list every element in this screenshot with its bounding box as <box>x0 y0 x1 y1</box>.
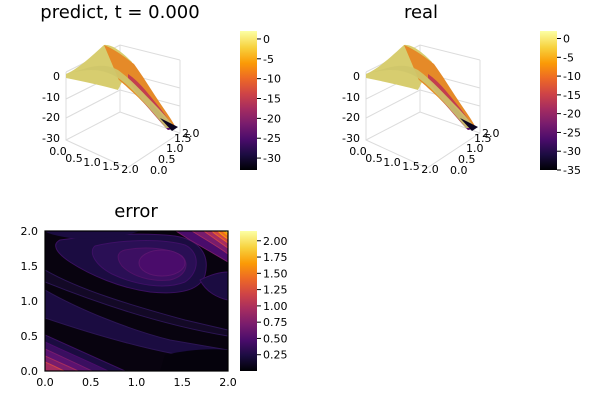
x-tick-label: 0.5 <box>82 376 100 389</box>
error-panel: error <box>21 201 288 389</box>
x-tick-label: 0.0 <box>36 376 54 389</box>
predict-colorbar <box>240 31 257 170</box>
x-tick-label: 2.0 <box>421 163 439 176</box>
colorbar-tick-label: -30 <box>563 145 581 158</box>
x-tick-label: 1.0 <box>128 376 146 389</box>
real-colorbar-ticks: 0 -5 -10 -15 -20 -25 -30 -35 <box>557 33 581 177</box>
error-x-ticks: 0.0 0.5 1.0 1.5 2.0 <box>36 376 237 389</box>
predict-colorbar-ticks: 0 -5 -10 -15 -20 -25 -30 <box>257 33 281 165</box>
predict-title: predict, t = 0.000 <box>40 2 199 23</box>
y-tick-label: 0.5 <box>21 330 39 343</box>
predict-y-ticks: 0.00.51.01.52.0 <box>150 127 200 177</box>
x-tick-label: 0.0 <box>349 145 367 158</box>
y-tick-label: 0.5 <box>158 153 176 166</box>
predict-panel: predict, t = 0.000 0-10-20-30 0.00.5 1.0 1… <box>40 2 281 177</box>
colorbar-tick-label: 0.50 <box>263 332 288 345</box>
real-colorbar <box>540 31 557 170</box>
real-surface <box>366 44 478 131</box>
x-tick-label: 1.0 <box>83 156 101 169</box>
z-tick-label: -20 <box>342 111 360 124</box>
x-tick-label: 0.5 <box>65 152 83 165</box>
y-tick-label: 1.0 <box>466 142 484 155</box>
error-axes-frame <box>44 230 229 372</box>
colorbar-tick-label: -15 <box>263 93 281 106</box>
y-tick-label: 2.0 <box>182 127 200 140</box>
y-tick-label: 0.0 <box>450 164 468 177</box>
z-tick-label: -20 <box>42 111 60 124</box>
error-y-ticks: 0.0 0.5 1.0 1.5 2.0 <box>21 225 39 378</box>
y-tick-label: 0.5 <box>458 153 476 166</box>
colorbar-tick-label: -35 <box>563 164 581 177</box>
real-y-ticks: 0.00.51.01.52.0 <box>450 127 500 177</box>
colorbar-tick-label: 0.25 <box>263 349 288 362</box>
z-tick-label: -10 <box>342 91 360 104</box>
colorbar-tick-label: -10 <box>263 73 281 86</box>
colorbar-tick-label: -30 <box>263 152 281 165</box>
colorbar-tick-label: 2.00 <box>263 235 288 248</box>
colorbar-tick-label: 1.00 <box>263 300 288 313</box>
y-tick-label: 1.5 <box>21 260 39 273</box>
x-tick-label: 1.5 <box>102 160 120 173</box>
colorbar-tick-label: -20 <box>263 112 281 125</box>
z-tick-label: 0 <box>353 70 360 83</box>
y-tick-label: 2.0 <box>482 127 500 140</box>
colorbar-tick-label: 0 <box>563 33 570 46</box>
predict-x-ticks: 0.00.5 1.0 1.5 2.0 <box>49 145 139 176</box>
real-panel: real 0-10-20-30 0.00.5 1.0 1.5 2.0 0.00.51.… <box>342 2 581 177</box>
z-tick-label: 0 <box>53 70 60 83</box>
predict-surface <box>66 44 178 131</box>
error-colorbar-ticks: 0.25 0.50 0.75 1.00 1.25 1.50 1.75 2.00 <box>257 235 288 362</box>
x-tick-label: 1.5 <box>402 160 420 173</box>
y-tick-label: 0.0 <box>21 365 39 378</box>
y-tick-label: 0.0 <box>150 164 168 177</box>
colorbar-tick-label: 0 <box>263 33 270 46</box>
real-title: real <box>404 2 438 23</box>
y-tick-label: 1.5 <box>174 132 192 145</box>
colorbar-tick-label: -15 <box>563 89 581 102</box>
x-tick-label: 1.5 <box>174 376 192 389</box>
colorbar-tick-label: 0.75 <box>263 316 288 329</box>
z-tick-label: -30 <box>42 132 60 145</box>
real-axes-box <box>365 44 481 169</box>
colorbar-tick-label: -5 <box>263 53 274 66</box>
x-tick-label: 1.0 <box>383 156 401 169</box>
x-tick-label: 0.0 <box>49 145 67 158</box>
predict-z-ticks: 0 -10 -20 -30 <box>42 70 60 145</box>
colorbar-tick-label: 1.25 <box>263 284 288 297</box>
z-tick-label: -30 <box>342 132 360 145</box>
error-colorbar <box>240 231 257 371</box>
colorbar-tick-label: 1.75 <box>263 251 288 264</box>
colorbar-tick-label: -25 <box>263 132 281 145</box>
z-tick-label: -10 <box>42 91 60 104</box>
y-tick-label: 1.0 <box>21 295 39 308</box>
real-z-ticks: 0 -10 -20 -30 <box>342 70 360 145</box>
y-tick-label: 2.0 <box>21 225 39 238</box>
y-tick-label: 1.5 <box>474 132 492 145</box>
colorbar-tick-label: 1.50 <box>263 267 288 280</box>
x-tick-label: 2.0 <box>219 376 237 389</box>
colorbar-tick-label: -10 <box>563 70 581 83</box>
error-title: error <box>114 201 158 222</box>
real-x-ticks: 0.00.5 1.0 1.5 2.0 <box>349 145 439 176</box>
y-tick-label: 1.0 <box>166 142 184 155</box>
error-contour <box>45 231 228 371</box>
colorbar-tick-label: -20 <box>563 108 581 121</box>
colorbar-tick-label: -5 <box>563 51 574 64</box>
x-tick-label: 0.5 <box>365 152 383 165</box>
colorbar-tick-label: -25 <box>563 126 581 139</box>
x-tick-label: 2.0 <box>121 163 139 176</box>
